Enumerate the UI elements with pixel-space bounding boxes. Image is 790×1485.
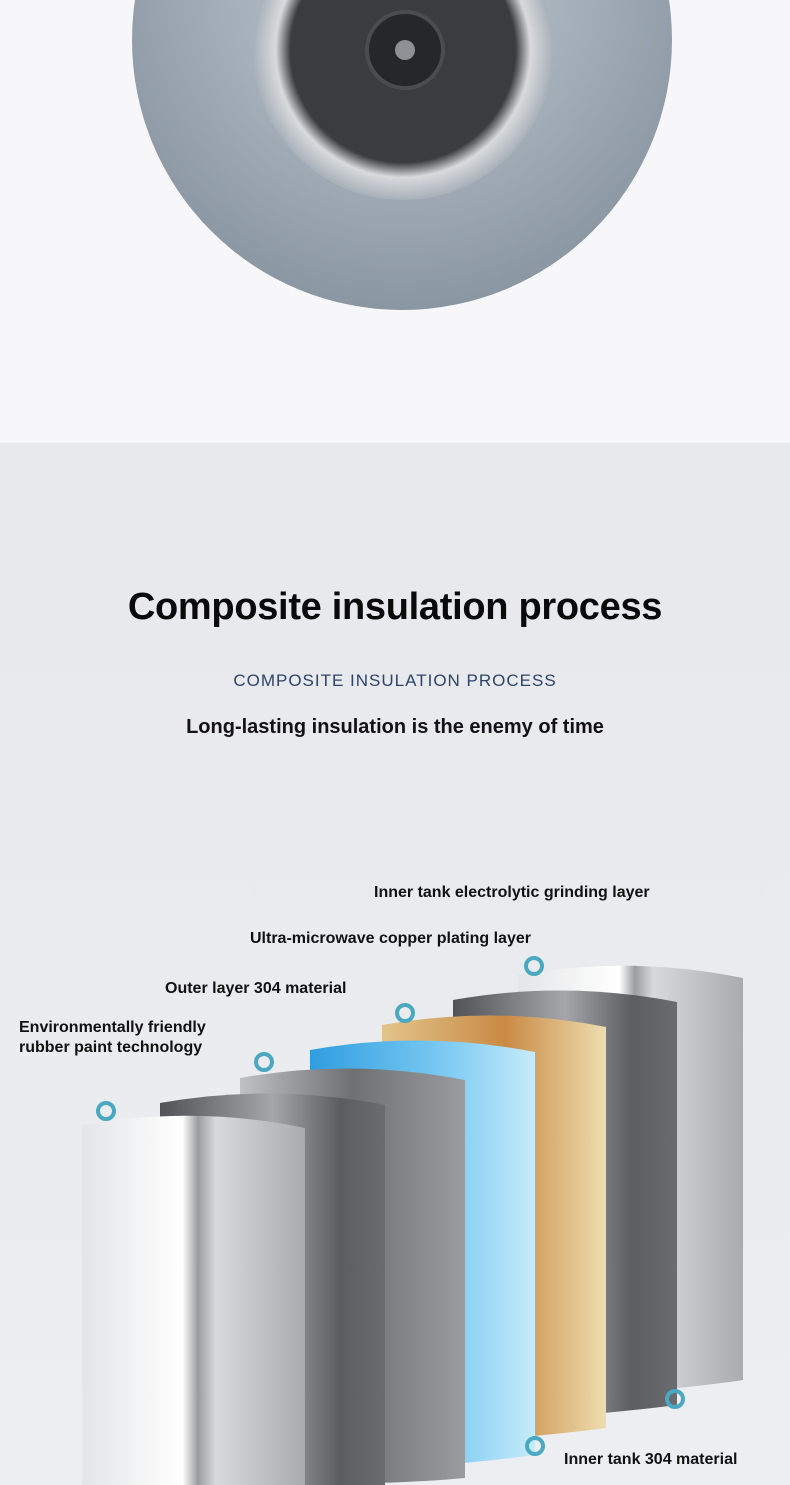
label-inner-304: Inner tank 304 material [564,1451,738,1468]
label-rubber-line2: rubber paint technology [19,1039,203,1056]
page-subtitle: COMPOSITE INSULATION PROCESS [233,671,557,690]
marker-inner304-icon [525,1436,545,1456]
label-inner-grinding: Inner tank electrolytic grinding layer [374,884,650,901]
label-outer-304: Outer layer 304 material [165,980,347,997]
bottle-bottom-illustration [132,0,672,310]
marker-outer-icon [254,1052,274,1072]
label-rubber-line1: Environmentally friendly [19,1019,206,1036]
product-photo [0,0,790,443]
marker-rubber-icon [96,1101,116,1121]
tagline: Long-lasting insulation is the enemy of … [186,716,604,738]
label-copper: Ultra-microwave copper plating layer [250,930,531,947]
marker-copper-icon [395,1003,415,1023]
bottle-ring [253,0,553,200]
layer-rubber-paint [82,1115,305,1485]
marker-grinding-icon [524,956,544,976]
page-title: Composite insulation process [127,586,663,628]
marker-inner-icon [665,1389,685,1409]
